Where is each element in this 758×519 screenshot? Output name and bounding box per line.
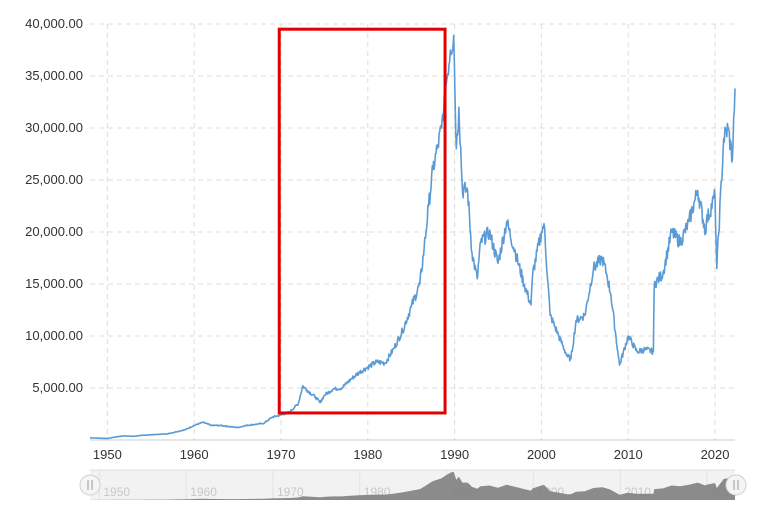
vertical-bars-icon — [733, 480, 739, 490]
navigator-tick-label: 1950 — [103, 485, 130, 499]
navigator-area — [90, 471, 735, 500]
vertical-bars-icon — [87, 480, 93, 490]
x-tick-label: 1970 — [267, 447, 296, 462]
y-axis: 5,000.00 10,000.00 15,000.00 20,000.00 25,00… — [25, 16, 83, 395]
y-tick-label: 30,000.00 — [25, 120, 83, 135]
x-tick-label: 2010 — [614, 447, 643, 462]
navigator-handle-right[interactable] — [725, 474, 747, 496]
navigator-handle-left-body[interactable] — [79, 474, 101, 496]
y-tick-label: 25,000.00 — [25, 172, 83, 187]
x-tick-label: 1990 — [440, 447, 469, 462]
y-tick-label: 15,000.00 — [25, 276, 83, 291]
x-tick-label: 1960 — [180, 447, 209, 462]
navigator-handle-right-body[interactable] — [725, 474, 747, 496]
x-tick-label: 1950 — [93, 447, 122, 462]
x-axis: 1950 1960 1970 1980 1990 2000 2010 2020 — [93, 447, 730, 462]
highlight-box — [277, 27, 447, 415]
navigator-handle-left[interactable] — [79, 474, 101, 496]
y-tick-label: 35,000.00 — [25, 68, 83, 83]
navigator-tick-label: 1960 — [190, 485, 217, 499]
x-tick-label: 2000 — [527, 447, 556, 462]
navigator-tick-label: 1970 — [277, 485, 304, 499]
y-tick-label: 10,000.00 — [25, 328, 83, 343]
x-tick-label: 2020 — [701, 447, 730, 462]
series-line — [89, 34, 736, 440]
y-tick-label: 20,000.00 — [25, 224, 83, 239]
y-tick-label: 40,000.00 — [25, 16, 83, 31]
grid — [90, 23, 735, 440]
x-tick-label: 1980 — [353, 447, 382, 462]
y-tick-label: 5,000.00 — [32, 380, 83, 395]
